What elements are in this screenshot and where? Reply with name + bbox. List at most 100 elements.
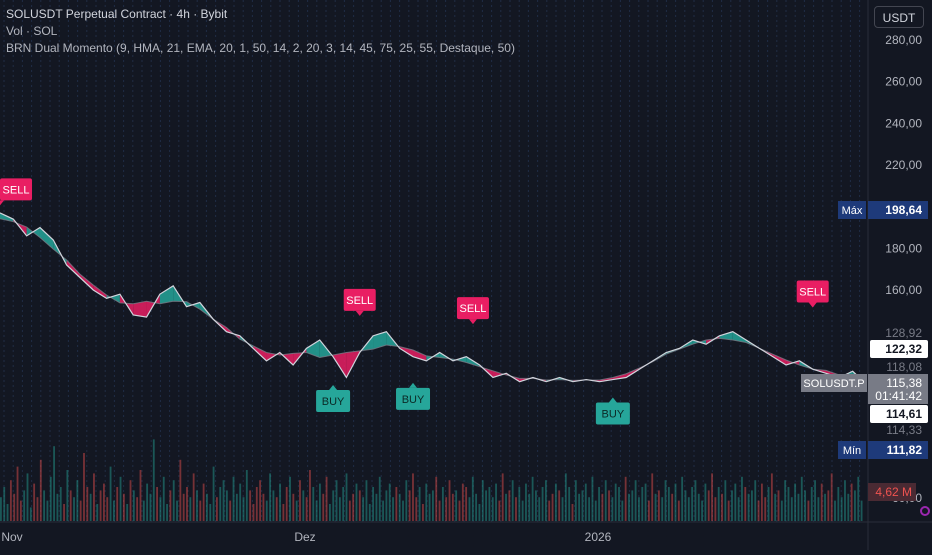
- volume-bar: [13, 493, 16, 521]
- volume-bar: [478, 504, 481, 521]
- volume-bar: [342, 487, 345, 521]
- volume-bar: [435, 476, 438, 521]
- price-tick-label: 160,00: [885, 283, 922, 297]
- buy-signal-pointer: [329, 385, 338, 390]
- bull-segment: [159, 285, 174, 304]
- volume-bar: [737, 497, 740, 521]
- volume-bar: [515, 497, 517, 521]
- time-tick-label[interactable]: Dez: [294, 530, 315, 544]
- volume-bar: [817, 497, 820, 521]
- sell-signal-label: SELL: [346, 295, 373, 307]
- volume-bar: [368, 504, 371, 521]
- min-price-label-tag: Mín: [843, 445, 861, 457]
- max-price-label: Máx 198,64: [838, 201, 928, 219]
- volume-bar: [159, 497, 162, 521]
- scroll-to-realtime-icon[interactable]: [920, 506, 930, 516]
- volume-bar: [136, 497, 139, 521]
- volume-bar: [348, 500, 351, 521]
- sell-signal[interactable]: SELL: [343, 288, 376, 316]
- volume-bar: [448, 480, 451, 521]
- volume-bar: [724, 480, 727, 521]
- volume-bar: [325, 476, 328, 521]
- volume-bar: [202, 483, 205, 521]
- buy-signal[interactable]: BUY: [316, 385, 351, 412]
- volume-bar: [172, 480, 175, 521]
- volume-bar: [727, 500, 730, 521]
- volume-bar: [594, 500, 597, 521]
- price-tick-label: 240,00: [885, 116, 922, 130]
- volume-bar: [255, 487, 258, 521]
- sell-signal[interactable]: SELL: [456, 297, 489, 325]
- volume-bar: [754, 480, 757, 521]
- volume-bar: [169, 490, 172, 521]
- bear-segment: [612, 373, 627, 380]
- volume-bar: [398, 493, 401, 521]
- volume-bar: [19, 500, 22, 521]
- volume-bar: [820, 483, 823, 521]
- buy-signal[interactable]: BUY: [595, 397, 630, 425]
- volume-bar: [319, 483, 321, 521]
- volume-bar: [578, 493, 581, 521]
- volume-bar: [192, 473, 195, 521]
- volume-bar: [425, 483, 428, 521]
- volume-bar: [807, 500, 810, 521]
- volume-bar: [229, 500, 232, 521]
- time-tick-label[interactable]: 2026: [585, 530, 612, 544]
- min-price-label-tag-box: [838, 441, 866, 459]
- volume-bar: [535, 490, 537, 521]
- volume-bar: [362, 497, 365, 521]
- time-tick-label[interactable]: Nov: [1, 530, 22, 544]
- volume-bar: [604, 480, 607, 521]
- axis-value-label: 118,08: [886, 360, 922, 374]
- volume-bar: [834, 500, 836, 521]
- volume-bar: [797, 493, 800, 521]
- volume-bar: [694, 480, 697, 521]
- volume-bar: [438, 500, 441, 521]
- volume-bar: [488, 487, 491, 521]
- volume-bar: [142, 500, 145, 521]
- max-price-label-value: 198,64: [885, 203, 922, 217]
- currency-button[interactable]: USDT: [874, 6, 924, 28]
- volume-bar: [554, 483, 557, 521]
- volume-bar: [804, 490, 807, 521]
- volume-bar: [747, 493, 750, 521]
- sell-signal[interactable]: SELL: [0, 178, 32, 206]
- symbol-tag: SOLUSDT.P: [803, 378, 864, 390]
- buy-signal-label: BUY: [402, 394, 425, 406]
- volume-bar: [491, 497, 494, 521]
- volume-bar: [89, 493, 92, 521]
- sell-signal-pointer: [468, 319, 477, 325]
- volume-bar: [76, 480, 79, 521]
- volume-bar: [691, 487, 694, 521]
- volume-bar: [232, 476, 235, 521]
- volume-bar: [860, 500, 863, 521]
- volume-bar: [784, 480, 787, 521]
- min-price-label-value: 111,82: [887, 443, 923, 457]
- volume-bar: [611, 497, 614, 521]
- sell-signal-pointer: [0, 200, 4, 206]
- volume-bar: [176, 500, 178, 521]
- bull-segment: [39, 227, 54, 250]
- indicator-legend[interactable]: BRN Dual Momento (9, HMA, 21, EMA, 20, 1…: [6, 41, 515, 55]
- volume-bar: [36, 497, 39, 521]
- sell-signal[interactable]: SELL: [796, 280, 829, 308]
- volume-legend[interactable]: Vol · SOL: [6, 24, 58, 38]
- volume-bar: [561, 497, 564, 521]
- volume-bar: [854, 490, 856, 521]
- volume-bar: [711, 473, 713, 521]
- volume-bar: [305, 497, 308, 521]
- volume-bar: [677, 500, 680, 521]
- volume-bar: [538, 497, 541, 521]
- volume-bar: [152, 439, 155, 521]
- volume-bar: [508, 490, 511, 521]
- buy-signal-pointer: [608, 397, 617, 403]
- volume-bar: [568, 487, 571, 521]
- volume-bar: [531, 476, 534, 521]
- buy-signal[interactable]: BUY: [396, 382, 431, 410]
- sell-signal-box: [0, 178, 32, 201]
- bear-segment: [293, 348, 307, 365]
- symbol-title[interactable]: SOLUSDT Perpetual Contract · 4h · Bybit: [6, 7, 228, 21]
